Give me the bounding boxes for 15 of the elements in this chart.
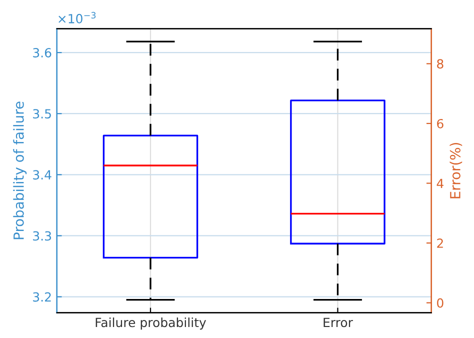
y2-tick-label: 8	[437, 59, 444, 69]
x-tick-label: Failure probability	[96, 318, 206, 330]
y-tick-label: 3.2	[33, 292, 51, 302]
y-tick-label: 3.5	[33, 109, 51, 119]
y2-axis-title: Error(%)	[450, 142, 462, 198]
y2-tick-label: 0	[437, 298, 444, 308]
y-tick-label: 3.4	[33, 170, 52, 180]
text: ×10$^{−3}$	[58, 12, 96, 24]
y-tick-label: 3.6	[33, 48, 52, 58]
y-axis-title: Probability of failure	[13, 102, 27, 240]
y-tick-label: 3.3	[33, 231, 52, 241]
x-tick-label: Error	[324, 318, 353, 328]
y2-tick-label: 2	[437, 238, 443, 248]
y2-tick-label: 4	[436, 178, 444, 188]
y2-tick-label: 6	[437, 118, 444, 128]
